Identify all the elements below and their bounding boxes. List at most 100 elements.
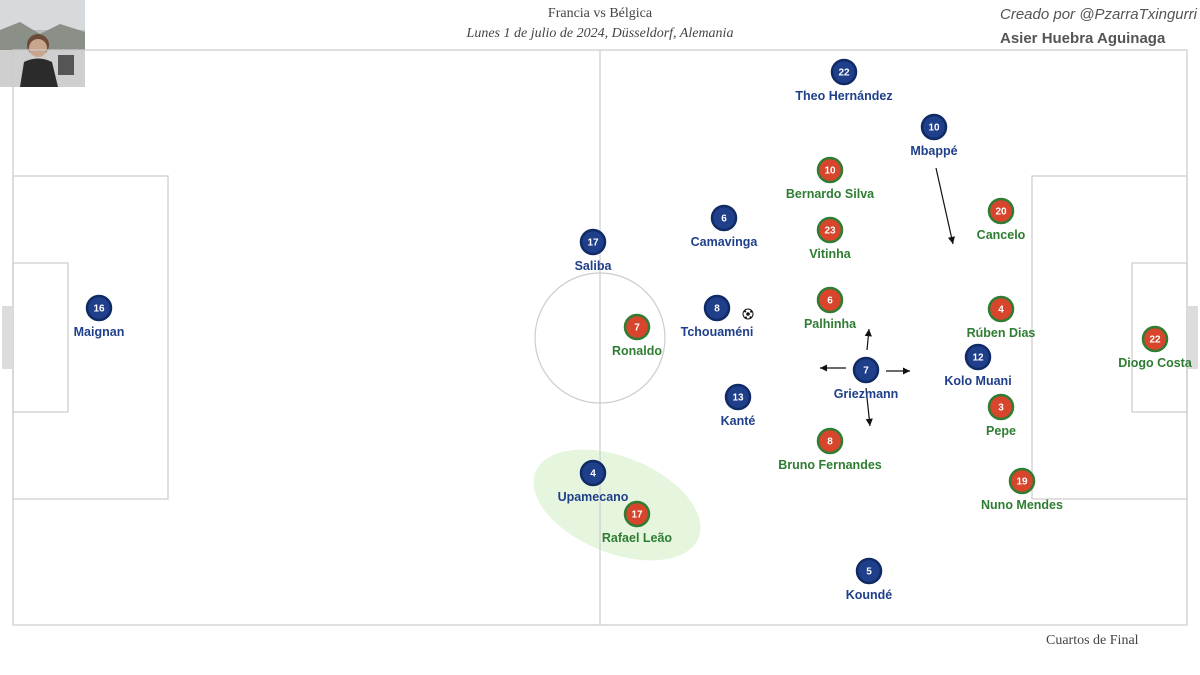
player-number: 4 bbox=[998, 305, 1004, 316]
player-number: 8 bbox=[714, 304, 720, 315]
player-name: Saliba bbox=[575, 259, 613, 273]
player-marker bbox=[1141, 325, 1169, 353]
portugal-players: 7 Ronaldo 17 Rafael Leão 10 Bernardo Silva 23 V… bbox=[602, 156, 1193, 545]
player-saliba: 17 Saliba bbox=[575, 228, 613, 273]
player-name: Camavinga bbox=[691, 235, 759, 249]
player-number: 17 bbox=[587, 238, 599, 249]
player-palhinha: 6 Palhinha bbox=[804, 286, 857, 331]
player-marker bbox=[964, 343, 992, 371]
player-marker bbox=[710, 204, 738, 232]
player-name: Kolo Muani bbox=[944, 374, 1011, 388]
player-ronaldo: 7 Ronaldo bbox=[612, 313, 662, 358]
player-name: Maignan bbox=[74, 325, 125, 339]
player-marker bbox=[1008, 467, 1036, 495]
player-name: Theo Hernández bbox=[795, 89, 892, 103]
player-number: 19 bbox=[1016, 477, 1028, 488]
left-goal bbox=[2, 306, 13, 369]
movement-arrows bbox=[820, 167, 955, 427]
player-name: Vitinha bbox=[809, 247, 851, 261]
player-number: 17 bbox=[631, 510, 643, 521]
player-theo-hernandez: 22 Theo Hernández bbox=[795, 58, 893, 103]
player-marker bbox=[816, 216, 844, 244]
player-number: 6 bbox=[827, 296, 833, 307]
player-name: Rúben Dias bbox=[967, 326, 1036, 340]
player-marker bbox=[920, 113, 948, 141]
player-kolo-muani: 12 Kolo Muani bbox=[944, 343, 1012, 388]
stage-label: Cuartos de Final bbox=[1046, 633, 1139, 648]
player-marker bbox=[623, 500, 651, 528]
player-tchouameni: 8 Tchouaméni bbox=[681, 294, 753, 339]
player-name: Ronaldo bbox=[612, 344, 662, 358]
player-vitinha: 23 Vitinha bbox=[809, 216, 852, 261]
player-number: 4 bbox=[590, 469, 596, 480]
player-name: Griezmann bbox=[834, 387, 899, 401]
right-goal bbox=[1187, 306, 1198, 369]
player-marker bbox=[85, 294, 113, 322]
player-rafael-leao: 17 Rafael Leão bbox=[602, 500, 673, 545]
player-diogo-costa: 22 Diogo Costa bbox=[1118, 325, 1193, 370]
player-kounde: 5 Koundé bbox=[846, 557, 893, 602]
match-date: Lunes 1 de julio de 2024, Düsseldorf, Al… bbox=[466, 26, 734, 41]
player-name: Mbappé bbox=[910, 144, 957, 158]
player-pepe: 3 Pepe bbox=[986, 393, 1016, 438]
player-number: 10 bbox=[928, 123, 940, 134]
player-name: Palhinha bbox=[804, 317, 857, 331]
player-number: 8 bbox=[827, 437, 833, 448]
player-name: Kanté bbox=[721, 414, 756, 428]
player-number: 6 bbox=[721, 214, 727, 225]
player-mbappe: 10 Mbappé bbox=[910, 113, 958, 158]
football-icon bbox=[742, 308, 754, 320]
player-maignan: 16 Maignan bbox=[74, 294, 125, 339]
player-number: 5 bbox=[866, 567, 872, 578]
player-number: 20 bbox=[995, 207, 1007, 218]
player-number: 3 bbox=[998, 403, 1004, 414]
player-name: Pepe bbox=[986, 424, 1016, 438]
player-name: Bernardo Silva bbox=[786, 187, 875, 201]
player-marker bbox=[724, 383, 752, 411]
player-marker bbox=[855, 557, 883, 585]
player-number: 7 bbox=[634, 323, 640, 334]
player-upamecano: 4 Upamecano bbox=[558, 459, 629, 504]
player-name: Bruno Fernandes bbox=[778, 458, 882, 472]
player-camavinga: 6 Camavinga bbox=[691, 204, 759, 249]
player-marker bbox=[579, 228, 607, 256]
player-marker bbox=[816, 156, 844, 184]
player-marker bbox=[987, 393, 1015, 421]
player-number: 12 bbox=[972, 353, 984, 364]
player-marker bbox=[987, 295, 1015, 323]
player-number: 7 bbox=[863, 366, 869, 377]
player-number: 10 bbox=[824, 166, 836, 177]
player-griezmann: 7 Griezmann bbox=[834, 356, 899, 401]
player-number: 22 bbox=[1149, 335, 1161, 346]
player-ruben-dias: 4 Rúben Dias bbox=[967, 295, 1036, 340]
france-players: 16 Maignan 17 Saliba 4 Upamecano 22 Theo Hernán… bbox=[74, 58, 1012, 602]
player-marker bbox=[852, 356, 880, 384]
author-photo bbox=[0, 0, 85, 87]
player-marker bbox=[816, 427, 844, 455]
player-marker bbox=[579, 459, 607, 487]
player-name: Koundé bbox=[846, 588, 893, 602]
player-bruno-fernandes: 8 Bruno Fernandes bbox=[778, 427, 882, 472]
player-name: Cancelo bbox=[977, 228, 1026, 242]
arrow-griezmann-up bbox=[864, 328, 872, 351]
player-name: Nuno Mendes bbox=[981, 498, 1063, 512]
player-marker bbox=[703, 294, 731, 322]
author-name: Asier Huebra Aguinaga bbox=[1000, 30, 1166, 47]
player-kante: 13 Kanté bbox=[721, 383, 756, 428]
arrow-mbappe bbox=[935, 167, 955, 245]
player-marker bbox=[816, 286, 844, 314]
match-title: Francia vs Bélgica bbox=[547, 6, 653, 21]
player-number: 22 bbox=[838, 68, 850, 79]
player-cancelo: 20 Cancelo bbox=[977, 197, 1026, 242]
player-marker bbox=[830, 58, 858, 86]
player-name: Rafael Leão bbox=[602, 531, 673, 545]
player-bernardo-silva: 10 Bernardo Silva bbox=[786, 156, 875, 201]
player-marker bbox=[987, 197, 1015, 225]
player-marker bbox=[623, 313, 651, 341]
player-name: Diogo Costa bbox=[1118, 356, 1193, 370]
player-nuno-mendes: 19 Nuno Mendes bbox=[981, 467, 1063, 512]
credit-text: Creado por @PzarraTxingurri bbox=[1000, 6, 1197, 23]
player-number: 13 bbox=[732, 393, 744, 404]
player-name: Upamecano bbox=[558, 490, 629, 504]
